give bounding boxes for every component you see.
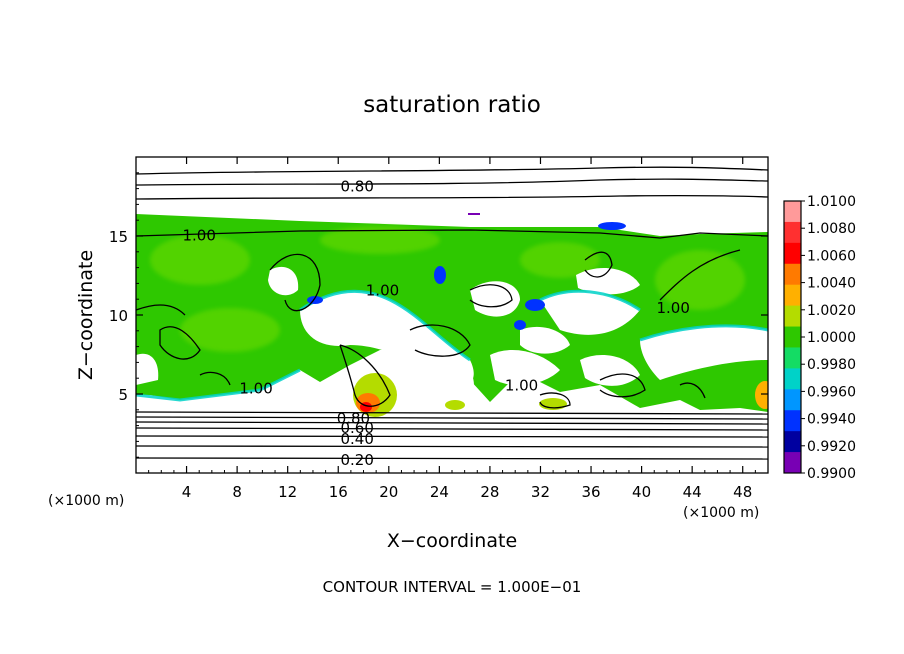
contour-label: 1.00	[656, 299, 689, 317]
colorbar-label: 0.9920	[807, 439, 856, 455]
y-tick-label: 10	[109, 307, 128, 325]
x-tick-label: 24	[430, 483, 449, 501]
contour-label: 0.20	[340, 451, 373, 469]
colorbar: 1.0100 1.0080 1.0060 1.0040 1.0020 1.0000 0.99…	[783, 194, 856, 482]
x-unit-label: (×1000 m)	[683, 505, 759, 521]
colorbar-label: 0.9960	[807, 384, 856, 400]
colorbar-swatch	[784, 431, 801, 453]
colorbar-label: 1.0040	[807, 276, 856, 292]
colorbar-label: 1.0080	[807, 221, 856, 237]
x-axis-label: X−coordinate	[387, 530, 517, 552]
contour-label: 0.60	[340, 419, 373, 437]
y-tick-label: 15	[109, 228, 128, 246]
contour-label: 0.80	[340, 177, 373, 195]
x-tick-label: 28	[480, 483, 499, 501]
colorbar-label: 1.0060	[807, 248, 856, 264]
colorbar-swatch	[784, 410, 801, 432]
x-tick-label: 36	[581, 483, 600, 501]
colorbar-label: 1.0100	[807, 194, 856, 210]
chart-title: saturation ratio	[363, 92, 541, 118]
colorbar-swatch	[784, 201, 801, 223]
colorbar-swatch	[784, 452, 801, 474]
y-tick-label: 5	[118, 386, 128, 404]
colorbar-swatch	[784, 263, 801, 286]
colorbar-swatch	[784, 347, 801, 369]
colorbar-swatch	[784, 305, 801, 328]
contour-label: 1.00	[182, 226, 215, 244]
contour-label: 0.80	[337, 410, 370, 428]
x-tick-label: 48	[733, 483, 752, 501]
x-tick-label: 44	[683, 483, 702, 501]
y-axis-label: Z−coordinate	[75, 250, 97, 380]
colorbar-label: 1.0020	[807, 303, 856, 319]
x-tick-label: 4	[182, 483, 192, 501]
contour-label: 0.40	[340, 430, 373, 448]
contour-label: 1.00	[366, 282, 399, 300]
colorbar-label: 0.9900	[807, 466, 856, 482]
colorbar-label: 1.0000	[807, 330, 856, 346]
colorbar-label: 0.9940	[807, 412, 856, 428]
colorbar-label: 0.9980	[807, 357, 856, 373]
x-tick-label: 12	[278, 483, 297, 501]
x-tick-label: 40	[632, 483, 651, 501]
colorbar-swatch	[784, 326, 801, 348]
contour-label-layer: 0.801.001.001.001.00 1.000.800.600.400.20	[182, 177, 689, 469]
colorbar-swatch	[784, 389, 801, 411]
colorbar-swatch	[784, 221, 801, 244]
contour-label: 1.00	[239, 380, 272, 398]
colorbar-swatch	[784, 284, 801, 307]
x-tick-label: 20	[379, 483, 398, 501]
colorbar-swatch	[784, 368, 801, 390]
x-tick-label: 8	[232, 483, 242, 501]
colorbar-swatch	[784, 242, 801, 265]
y-unit-label: (×1000 m)	[48, 493, 124, 509]
contour-lines	[136, 166, 768, 460]
contour-label: 1.00	[505, 377, 538, 395]
saturation-field	[136, 157, 768, 473]
x-tick-label: 16	[329, 483, 348, 501]
x-tick-label: 32	[531, 483, 550, 501]
contour-interval-footer: CONTOUR INTERVAL = 1.000E−01	[323, 578, 582, 596]
